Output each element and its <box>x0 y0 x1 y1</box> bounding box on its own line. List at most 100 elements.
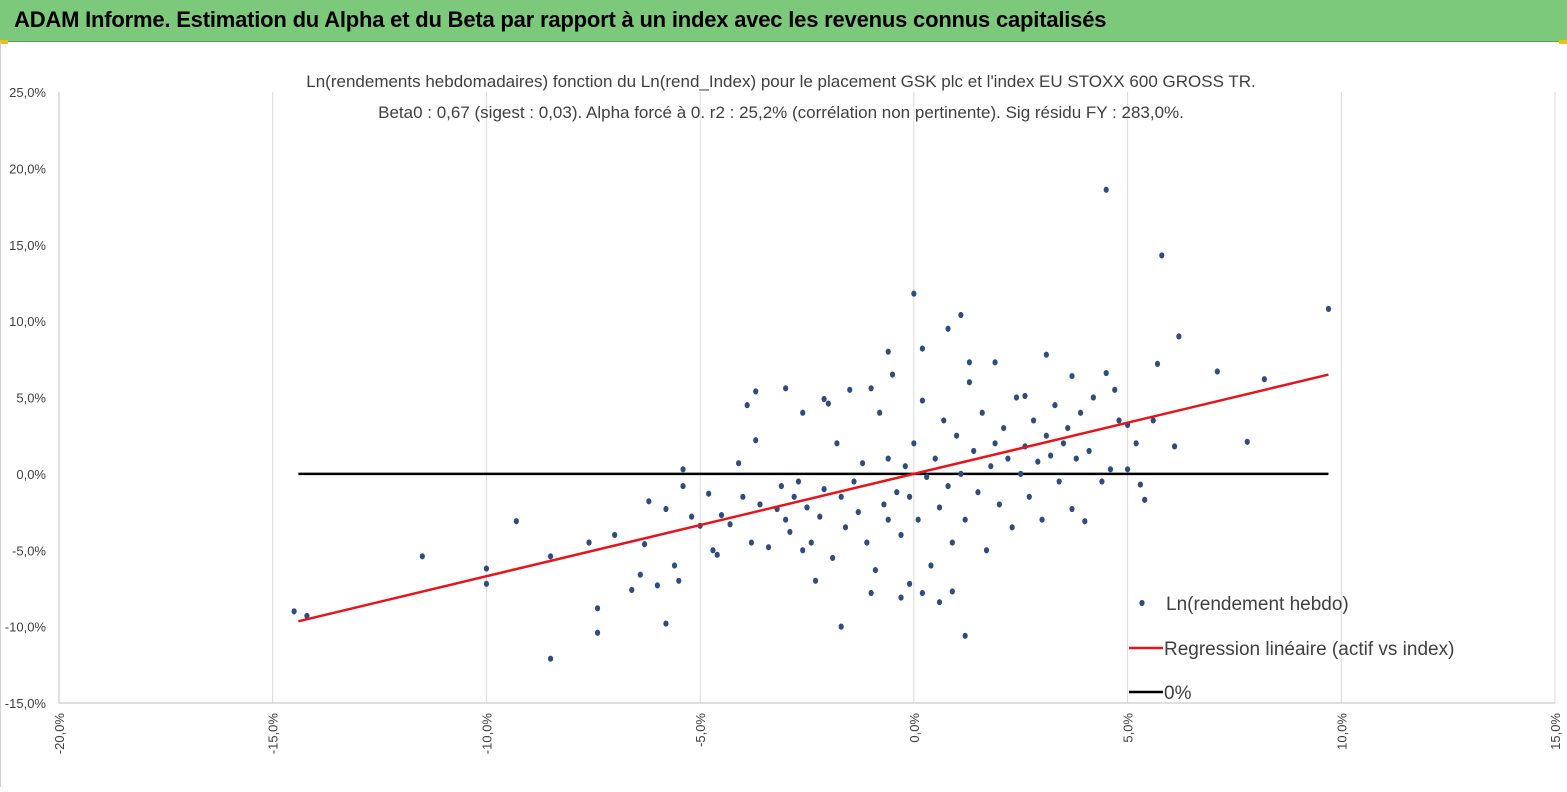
data-point <box>1030 417 1037 424</box>
banner-corner-right <box>1559 40 1567 44</box>
data-point <box>834 440 840 447</box>
y-tick-label: 25,0% <box>9 85 46 100</box>
data-point <box>817 513 823 520</box>
data-point <box>594 629 601 636</box>
y-tick-label: -10,0% <box>5 620 47 635</box>
data-point <box>1142 496 1148 503</box>
x-tick-label: -5,0% <box>693 713 708 747</box>
legend-label-points: Ln(rendement hebdo) <box>1166 594 1349 615</box>
data-point <box>932 455 938 462</box>
data-point <box>547 553 554 560</box>
data-point <box>710 547 716 554</box>
data-point <box>748 539 755 546</box>
data-point <box>783 516 789 523</box>
legend-label-regression: Regression linéaire (actif vs index) <box>1164 639 1454 660</box>
data-point <box>547 655 554 662</box>
data-point <box>714 551 720 558</box>
title-banner: ADAM Informe. Estimation du Alpha et du … <box>0 0 1567 42</box>
data-point <box>1103 186 1109 193</box>
data-point <box>778 482 784 490</box>
y-tick-label: 20,0% <box>9 161 46 176</box>
legend-label-zero: 0% <box>1164 683 1192 704</box>
data-point <box>1065 424 1071 432</box>
data-point <box>1116 417 1122 424</box>
data-point <box>483 565 490 572</box>
data-point <box>885 455 891 462</box>
series <box>291 186 1332 662</box>
chart-title: Ln(rendements hebdomadaires) fonction du… <box>306 72 1255 91</box>
data-point <box>1001 424 1007 432</box>
banner-title: ADAM Informe. Estimation du Alpha et du … <box>14 7 1107 32</box>
data-point <box>804 504 810 511</box>
data-point <box>663 620 669 627</box>
data-point <box>949 539 955 546</box>
data-point <box>753 437 759 444</box>
data-point <box>1013 394 1020 401</box>
data-point <box>898 531 904 539</box>
data-point <box>594 605 601 612</box>
data-point <box>928 562 934 569</box>
data-point <box>941 417 947 424</box>
data-point <box>996 501 1002 508</box>
data-point <box>919 397 926 404</box>
data-point <box>812 577 819 584</box>
data-point <box>736 460 742 467</box>
data-point <box>1052 402 1058 409</box>
data-point <box>783 385 789 392</box>
data-point <box>966 359 973 366</box>
data-point <box>1159 252 1165 259</box>
x-tick-label: 5,0% <box>1121 713 1136 743</box>
data-point <box>979 409 985 416</box>
data-point <box>958 470 964 477</box>
data-point <box>688 513 695 520</box>
data-point <box>902 463 908 470</box>
data-point <box>1154 360 1161 367</box>
data-point <box>1077 409 1084 416</box>
data-point <box>919 345 926 352</box>
data-point <box>663 505 669 513</box>
data-point <box>1043 351 1049 358</box>
x-tick-label: -15,0% <box>266 713 281 755</box>
data-point <box>872 567 878 574</box>
data-point <box>847 386 853 393</box>
data-point <box>1090 394 1096 401</box>
data-point <box>1043 432 1049 439</box>
data-point <box>855 508 861 516</box>
data-point <box>1261 376 1267 383</box>
y-tick-label: -15,0% <box>5 696 47 711</box>
data-point <box>919 589 926 597</box>
x-tick-label: 10,0% <box>1334 713 1349 750</box>
data-point <box>637 571 643 578</box>
data-point <box>1244 438 1250 445</box>
data-point <box>753 388 759 395</box>
data-point <box>966 379 973 386</box>
data-point <box>718 512 725 519</box>
data-point <box>680 482 686 490</box>
x-tick-label: 15,0% <box>1548 713 1563 750</box>
data-point <box>1325 305 1332 313</box>
data-point <box>757 501 763 508</box>
data-point <box>654 582 661 589</box>
data-point <box>646 498 652 505</box>
data-point <box>851 478 857 485</box>
data-point <box>586 539 592 546</box>
data-point <box>1133 440 1139 447</box>
data-point <box>1137 481 1143 488</box>
data-point <box>906 580 913 587</box>
y-tick-label: 0,0% <box>16 467 46 482</box>
y-tick-label: 5,0% <box>16 391 46 406</box>
data-point <box>945 325 951 332</box>
data-point <box>992 440 998 447</box>
data-point <box>1107 466 1114 473</box>
data-point <box>975 489 981 496</box>
data-point <box>894 489 900 496</box>
data-point <box>795 478 802 485</box>
data-point <box>988 463 994 470</box>
x-tick-label: -10,0% <box>479 713 494 755</box>
data-point <box>915 516 921 523</box>
data-point <box>1073 455 1079 462</box>
data-point <box>936 599 943 606</box>
data-point <box>1056 478 1062 485</box>
data-point <box>936 504 943 511</box>
data-point <box>906 493 913 500</box>
